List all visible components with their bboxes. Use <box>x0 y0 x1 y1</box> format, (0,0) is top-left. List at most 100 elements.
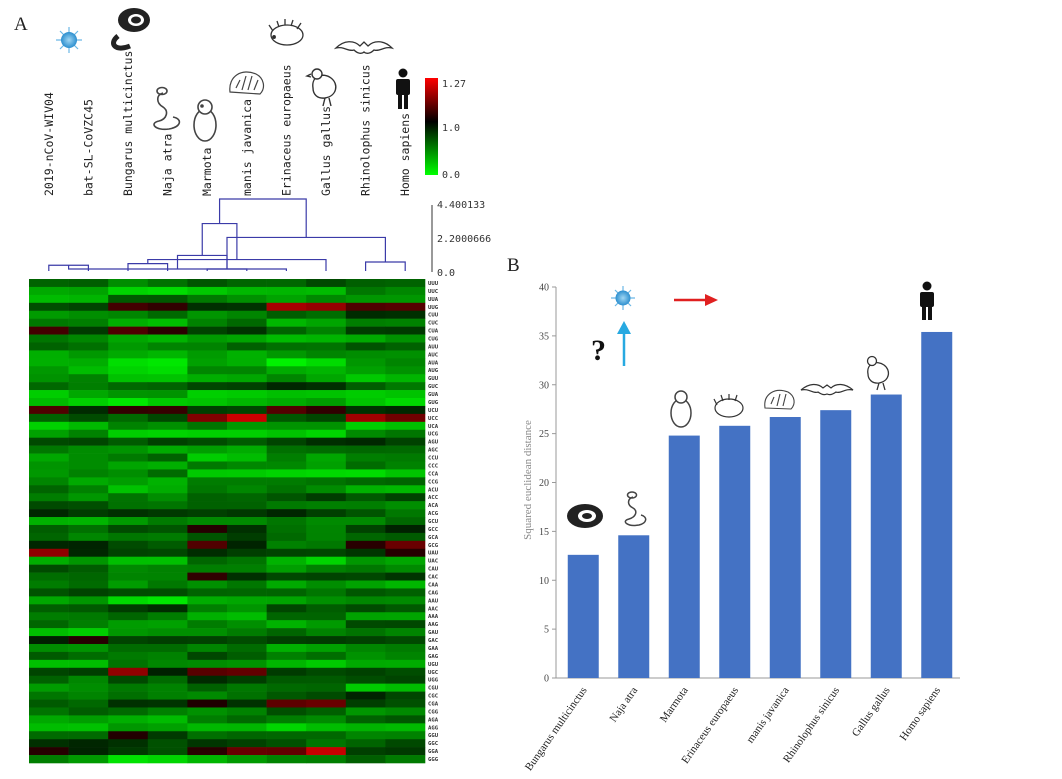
heatmap-cell <box>108 302 149 312</box>
heatmap-cell <box>29 350 69 359</box>
heatmap-cell <box>68 620 109 629</box>
heatmap-cell <box>68 461 109 470</box>
heatmap-cell <box>266 413 307 423</box>
heatmap-cell <box>108 413 149 423</box>
heatmap-cell <box>227 413 267 423</box>
heatmap-cell <box>385 572 426 581</box>
heatmap-cell <box>29 636 69 645</box>
heatmap-cell <box>29 707 69 716</box>
heatmap-cell <box>266 294 307 304</box>
heatmap-cell <box>147 413 188 423</box>
heatmap-cell <box>306 580 347 589</box>
heatmap-cell <box>227 342 267 351</box>
heatmap-cell <box>306 636 347 645</box>
heatmap-cell <box>345 651 386 661</box>
heatmap-cell <box>227 358 267 367</box>
heatmap-cell <box>227 532 267 542</box>
heatmap-cell <box>147 509 188 518</box>
heatmap-cell <box>306 358 347 367</box>
codon-label: ACA <box>428 503 439 509</box>
heatmap-cell <box>29 501 69 510</box>
heatmap-cell <box>306 588 347 597</box>
heatmap-cell <box>29 286 69 296</box>
heatmap-cell <box>227 675 267 684</box>
heatmap-cell <box>147 707 188 716</box>
heatmap-cell <box>29 437 69 446</box>
heatmap-cell <box>68 596 109 605</box>
heatmap-cell <box>385 517 426 526</box>
heatmap-cell <box>345 310 386 319</box>
heatmap-cell <box>147 659 188 669</box>
heatmap-cell <box>385 612 426 621</box>
codon-label: GAG <box>428 654 439 660</box>
heatmap-cell <box>227 461 267 470</box>
heatmap-cell <box>108 620 149 629</box>
heatmap-cell <box>227 302 267 312</box>
codon-label: UCU <box>428 408 439 414</box>
pangolin-icon <box>764 389 795 410</box>
heatmap-cell <box>345 398 386 407</box>
heatmap-cell <box>306 310 347 319</box>
heatmap-cell <box>29 279 69 288</box>
heatmap-cell <box>385 405 426 415</box>
heatmap-cell <box>345 532 386 542</box>
heatmap-cell <box>108 636 149 645</box>
heatmap-cell <box>68 405 109 415</box>
heatmap-cell <box>147 477 188 486</box>
heatmap-cell <box>345 461 386 470</box>
heatmap-cell <box>227 723 267 732</box>
codon-label: ACG <box>428 511 439 517</box>
heatmap-cell <box>187 628 228 637</box>
heatmap-cell <box>29 421 69 431</box>
heatmap-cell <box>187 302 228 312</box>
heatmap-cell <box>266 358 307 367</box>
heatmap-cell <box>187 604 228 613</box>
heatmap-cell <box>29 675 69 684</box>
heatmap-cell <box>187 731 228 740</box>
heatmap-cell <box>187 564 228 573</box>
heatmap-cell <box>345 358 386 367</box>
heatmap-cell <box>306 612 347 621</box>
heatmap-cell <box>147 699 188 708</box>
heatmap-cell <box>29 683 69 692</box>
heatmap-cell <box>187 398 228 407</box>
heatmap-cell <box>108 643 149 653</box>
heatmap-cell <box>147 715 188 724</box>
heatmap-cell <box>227 659 267 669</box>
heatmap-cell <box>187 493 228 502</box>
heatmap-cell <box>306 643 347 653</box>
panel-a-label: A <box>14 14 28 35</box>
heatmap-cell <box>29 659 69 669</box>
heatmap-cell <box>29 620 69 629</box>
heatmap-cell <box>187 366 228 375</box>
heatmap-cell <box>187 350 228 359</box>
heatmap-cell <box>266 310 307 319</box>
heatmap-cell <box>68 477 109 486</box>
heatmap-cell <box>68 707 109 716</box>
heatmap-cell <box>385 659 426 669</box>
codon-label: GGC <box>428 741 438 747</box>
heatmap-cell <box>108 286 149 296</box>
heatmap-cell <box>147 675 188 684</box>
heatmap-cell <box>345 366 386 375</box>
heatmap-cell <box>345 524 386 534</box>
species-labels: 2019-nCoV-WIV04 bat-SL-CoVZC45 Bungarus mu… <box>42 51 412 196</box>
codon-label: GAA <box>428 646 439 652</box>
codon-label: UUG <box>428 305 439 311</box>
heatmap-cell <box>227 294 267 304</box>
heatmap-cell <box>385 643 426 653</box>
heatmap-cell <box>306 683 347 692</box>
heatmap-cell <box>266 342 307 351</box>
heatmap-cell <box>187 342 228 351</box>
heatmap-cell <box>306 382 347 391</box>
heatmap-cell <box>147 588 188 597</box>
heatmap-cell <box>187 413 228 423</box>
codon-label: CGU <box>428 686 439 692</box>
heatmap-cell <box>227 524 267 534</box>
heatmap-cell <box>187 405 228 415</box>
heatmap-cell <box>345 628 386 637</box>
heatmap-cell <box>385 421 426 431</box>
heatmap-cell <box>227 715 267 724</box>
heatmap-cell <box>385 374 426 383</box>
heatmap-cell <box>187 548 228 558</box>
